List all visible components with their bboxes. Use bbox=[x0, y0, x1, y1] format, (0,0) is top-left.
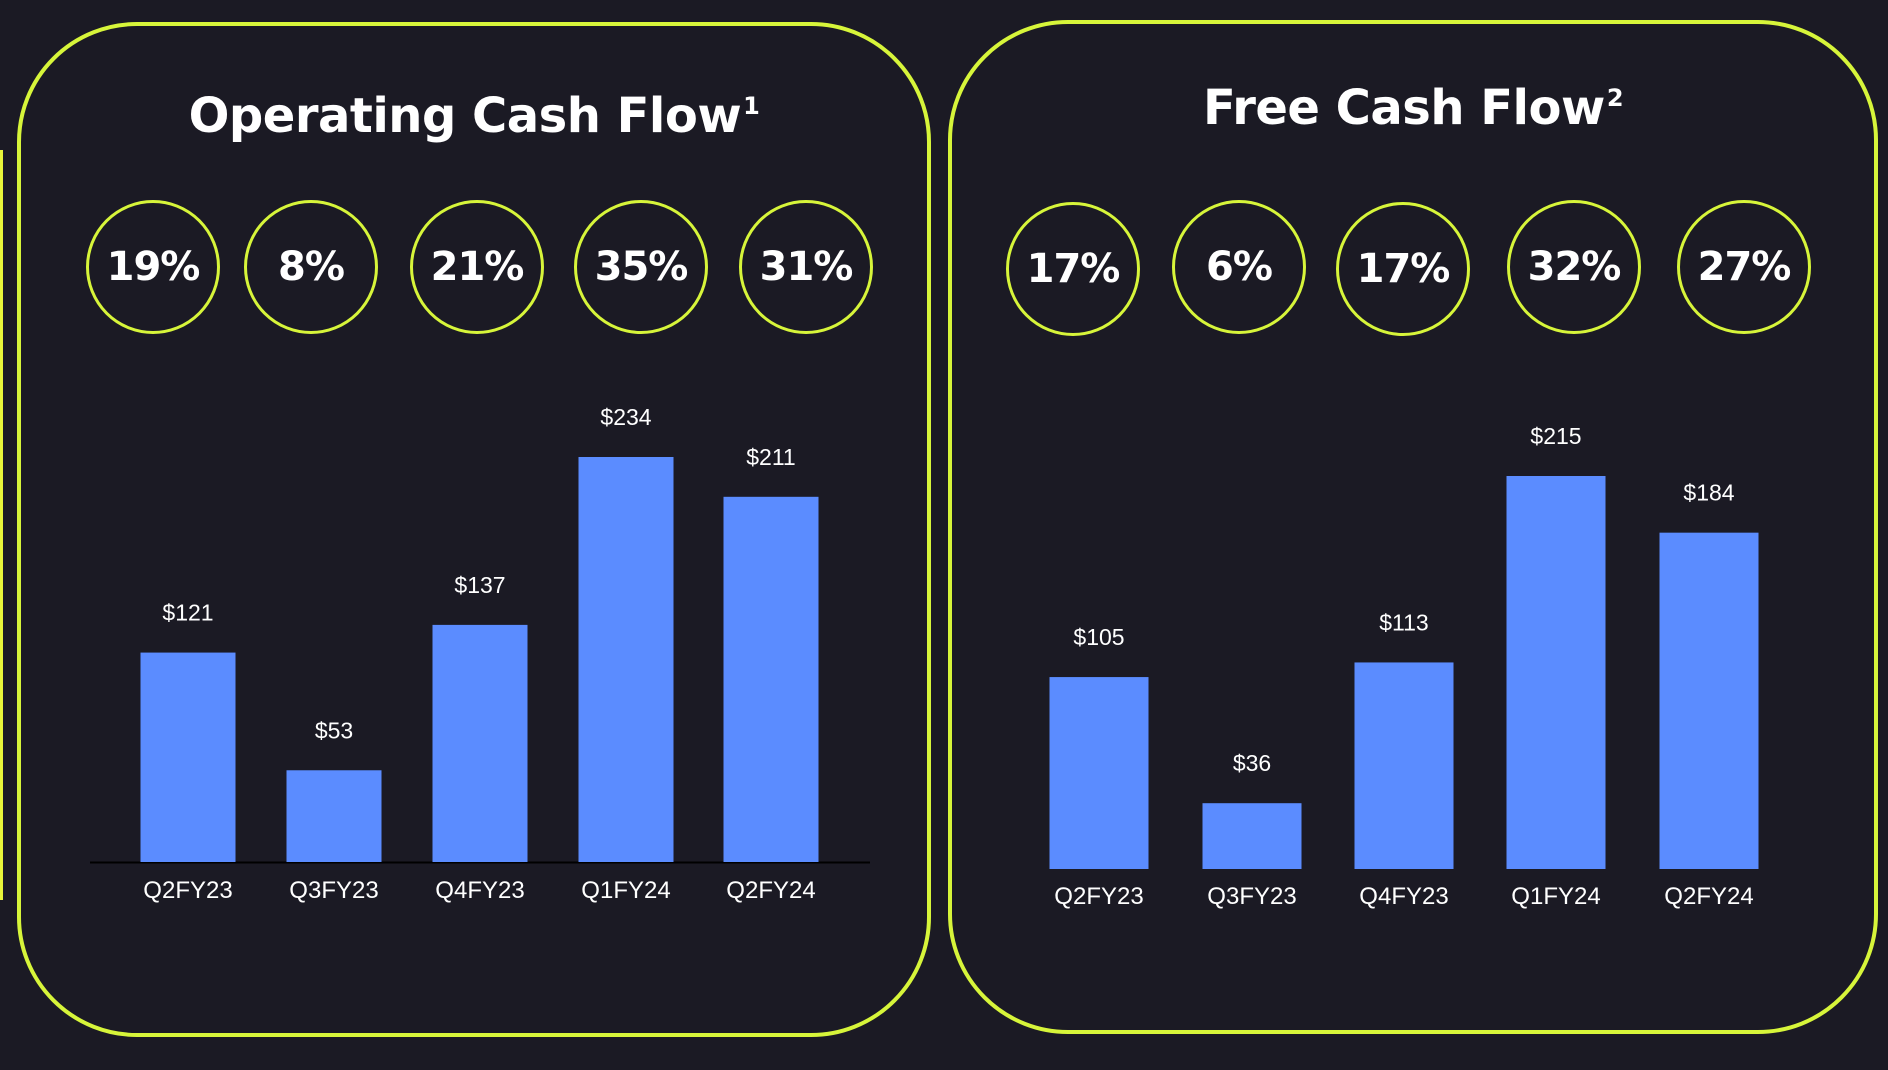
fcf-value-label: $105 bbox=[1073, 624, 1124, 650]
ocf-value-label: $137 bbox=[454, 572, 505, 598]
free-cash-flow-title-text: Free Cash Flow bbox=[1202, 80, 1605, 136]
ocf-value-label: $211 bbox=[746, 444, 795, 470]
fcf-bar bbox=[1506, 476, 1606, 869]
footnote-marker-1: 1 bbox=[743, 92, 760, 120]
ocf-category-label: Q4FY23 bbox=[435, 877, 524, 904]
ocf-bar bbox=[140, 652, 236, 862]
ocf-bar bbox=[286, 770, 382, 862]
fcf-value-label: $36 bbox=[1233, 750, 1271, 776]
ocf-category-label: Q2FY23 bbox=[143, 877, 232, 904]
fcf-category-label: Q4FY23 bbox=[1359, 883, 1448, 910]
fcf-category-label: Q2FY24 bbox=[1664, 883, 1753, 910]
fcf-margin-circle: 17% bbox=[1006, 202, 1140, 336]
operating-cash-flow-title: Operating Cash Flow1 bbox=[21, 88, 927, 144]
ocf-margin-circle: 8% bbox=[244, 200, 378, 334]
fcf-value-label: $215 bbox=[1530, 423, 1581, 449]
free-cash-flow-panel: Free Cash Flow2 bbox=[948, 20, 1878, 1034]
adjacent-panel-edge bbox=[0, 150, 3, 900]
ocf-margin-circle: 31% bbox=[739, 200, 873, 334]
fcf-margin-circle: 27% bbox=[1677, 200, 1811, 334]
fcf-margin-circle: 17% bbox=[1336, 202, 1470, 336]
ocf-margin-circle: 35% bbox=[574, 200, 708, 334]
fcf-margin-circle: 6% bbox=[1172, 200, 1306, 334]
fcf-category-label: Q2FY23 bbox=[1054, 883, 1143, 910]
fcf-bar bbox=[1354, 662, 1454, 869]
ocf-value-label: $121 bbox=[162, 600, 213, 626]
ocf-bar bbox=[723, 496, 819, 862]
ocf-margin-circle: 21% bbox=[410, 200, 544, 334]
footnote-marker-2: 2 bbox=[1606, 84, 1624, 112]
fcf-bar bbox=[1659, 532, 1759, 869]
ocf-value-label: $53 bbox=[315, 717, 353, 743]
fcf-margin-circle: 32% bbox=[1507, 200, 1641, 334]
ocf-bar bbox=[432, 624, 528, 862]
ocf-value-label: $234 bbox=[600, 404, 651, 430]
fcf-bar bbox=[1049, 677, 1149, 869]
operating-cash-flow-panel: Operating Cash Flow1 bbox=[17, 22, 931, 1037]
fcf-bar bbox=[1202, 803, 1302, 869]
ocf-margin-circle: 19% bbox=[86, 200, 220, 334]
ocf-bar bbox=[578, 457, 674, 862]
operating-cash-flow-title-text: Operating Cash Flow bbox=[188, 88, 742, 144]
ocf-category-label: Q3FY23 bbox=[289, 877, 378, 904]
ocf-category-label: Q2FY24 bbox=[726, 877, 815, 904]
ocf-category-label: Q1FY24 bbox=[581, 877, 670, 904]
free-cash-flow-title: Free Cash Flow2 bbox=[952, 80, 1874, 136]
fcf-value-label: $113 bbox=[1379, 609, 1428, 635]
fcf-value-label: $184 bbox=[1683, 480, 1734, 506]
fcf-category-label: Q3FY23 bbox=[1207, 883, 1296, 910]
fcf-category-label: Q1FY24 bbox=[1511, 883, 1600, 910]
